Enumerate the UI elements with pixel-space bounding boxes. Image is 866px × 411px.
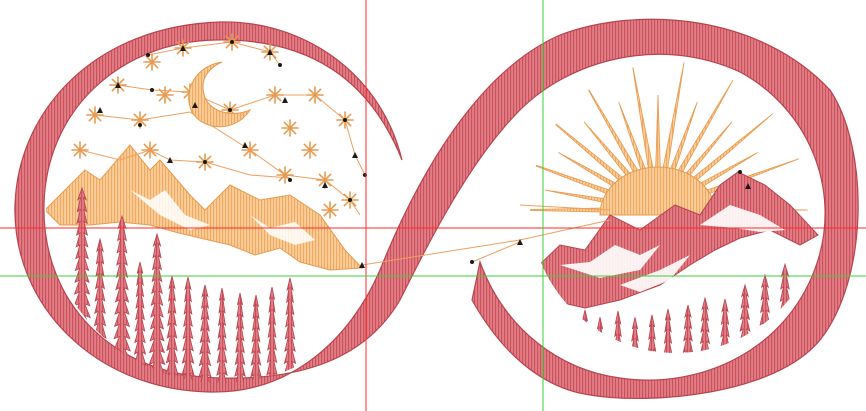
crescent-moon-icon [188,61,252,128]
mountain-icon [530,171,819,309]
stitch-node-markers [97,40,751,268]
